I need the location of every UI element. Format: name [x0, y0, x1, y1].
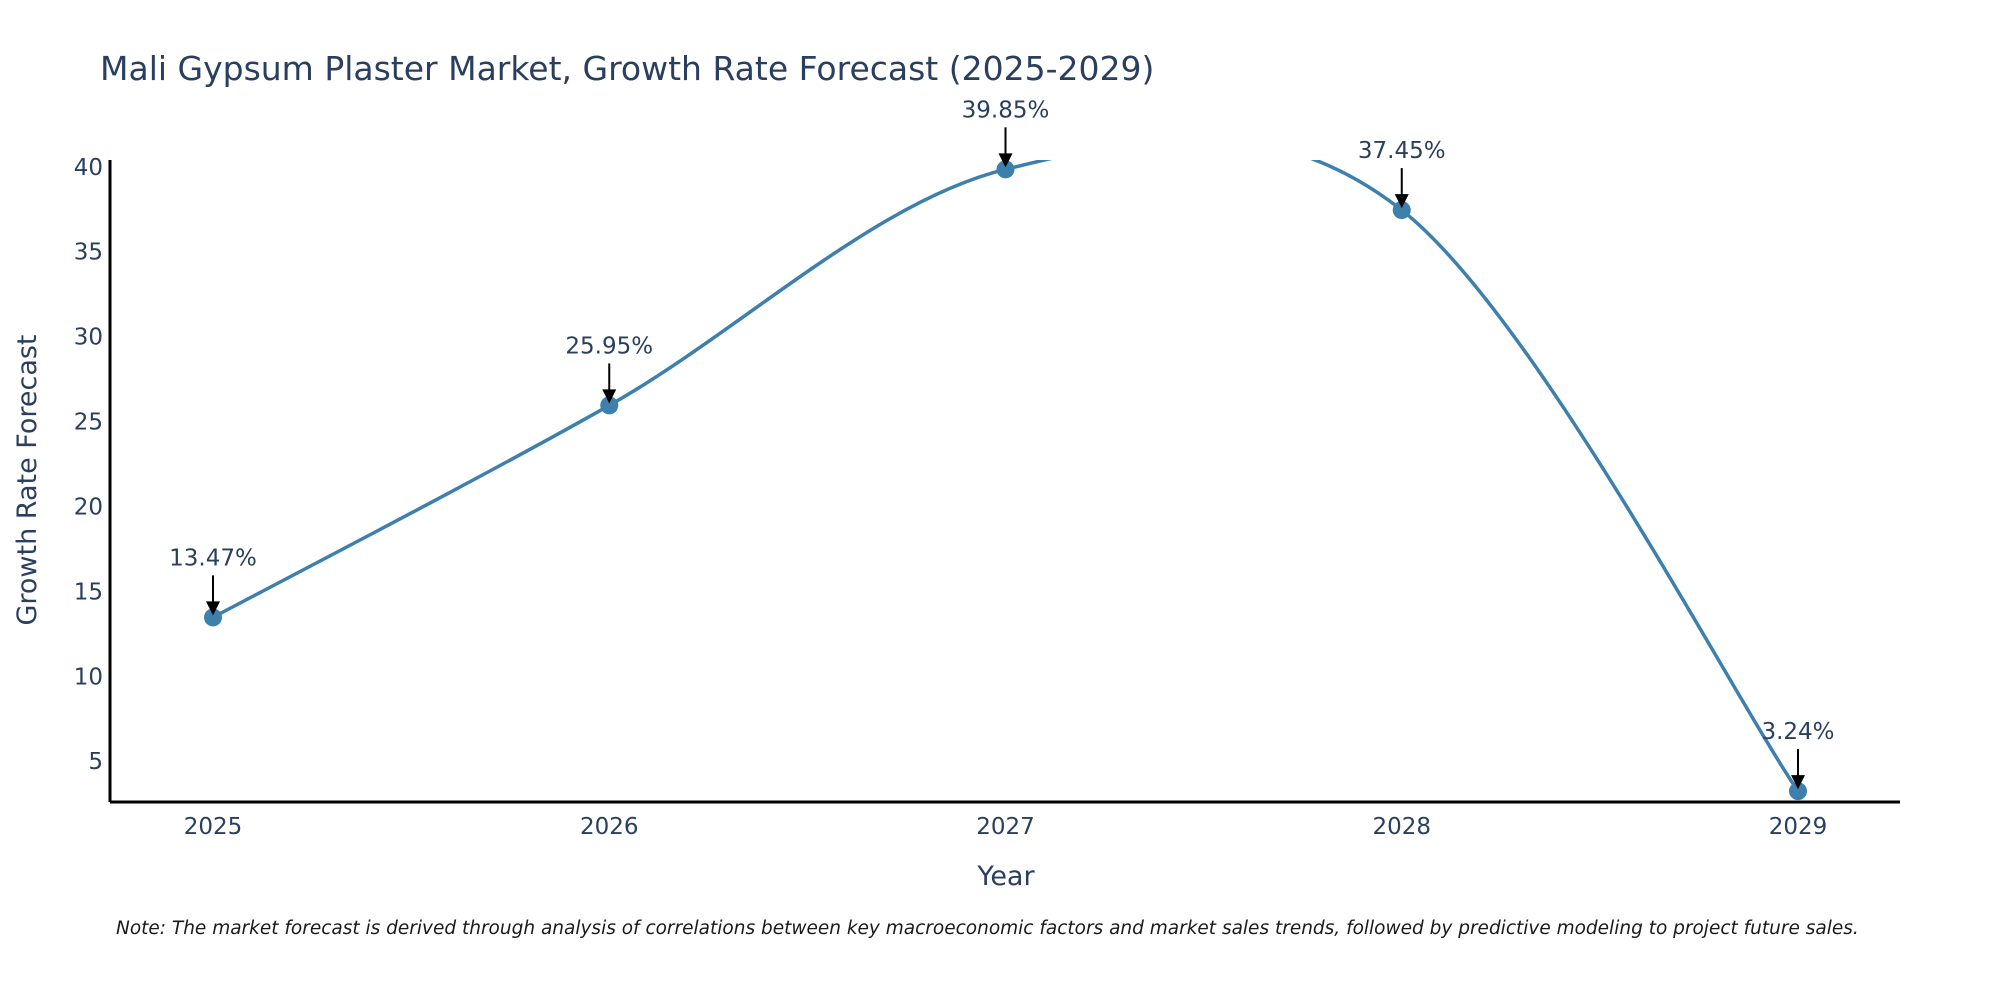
y-axis-ticks: 5 10 15 20 25 30 35 40: [74, 155, 103, 775]
y-tick-label: 10: [74, 664, 103, 690]
data-label-arrowhead: [998, 153, 1013, 168]
footnote: Note: The market forecast is derived thr…: [116, 918, 1859, 939]
series-line: [212, 160, 1800, 793]
y-tick-label: 25: [74, 410, 103, 436]
x-axis-title: Year: [976, 861, 1035, 892]
data-label-arrowhead: [602, 389, 617, 404]
y-axis-title: Growth Rate Forecast: [12, 334, 43, 625]
data-label: 13.47%: [169, 545, 257, 571]
data-point: [600, 396, 619, 415]
y-tick-label: 35: [74, 240, 103, 266]
data-label: 3.24%: [1761, 719, 1834, 745]
x-tick-label: 2027: [976, 814, 1035, 840]
x-tick-label: 2026: [580, 814, 639, 840]
y-tick-label: 40: [74, 155, 103, 181]
y-tick-label: 20: [74, 494, 103, 520]
data-label: 39.85%: [962, 97, 1050, 123]
x-axis-ticks: 2025 2026 2027 2028 2029: [184, 814, 1828, 840]
data-label: 25.95%: [565, 333, 653, 359]
x-tick-label: 2028: [1372, 814, 1431, 840]
y-tick-label: 15: [74, 579, 103, 605]
data-label-arrowhead: [1791, 775, 1805, 790]
data-label-arrowhead: [1394, 194, 1409, 209]
chart-title: Mali Gypsum Plaster Market, Growth Rate …: [100, 49, 1154, 88]
data-labels: 13.47% 25.95% 39.85% 37.45% 3.24%: [169, 97, 1835, 790]
data-point: [204, 608, 222, 627]
series-markers: [204, 160, 1807, 801]
data-point: [1789, 782, 1807, 801]
y-tick-label: 5: [88, 749, 103, 775]
data-point: [996, 160, 1015, 179]
x-tick-label: 2029: [1769, 814, 1828, 840]
data-label: 37.45%: [1358, 138, 1446, 164]
y-tick-label: 30: [74, 325, 103, 351]
series-line-group: [212, 160, 1800, 793]
data-point: [1392, 201, 1411, 220]
data-label-arrowhead: [206, 601, 220, 616]
x-tick-label: 2025: [184, 814, 243, 840]
